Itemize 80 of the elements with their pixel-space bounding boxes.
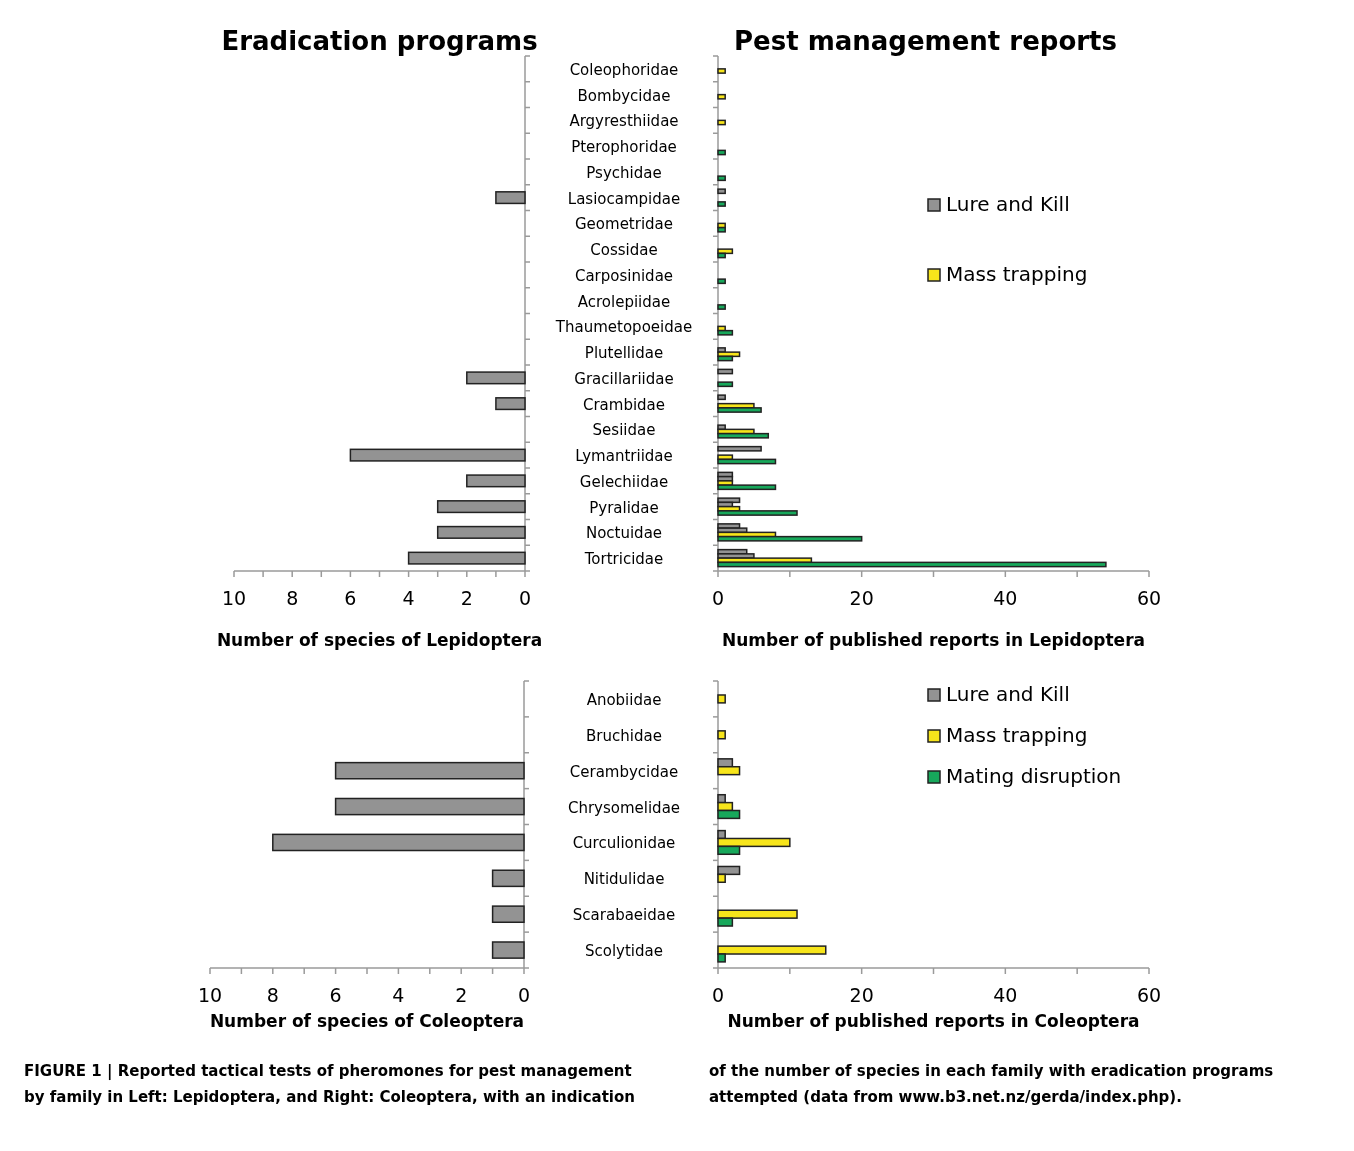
y-tick-label: Tortricidae xyxy=(583,550,664,569)
y-tick-label: Acrolepiidae xyxy=(577,292,671,311)
bar xyxy=(717,510,798,516)
y-tick-label: Gelechiidae xyxy=(579,472,669,491)
bar xyxy=(717,175,726,182)
x-tick-label: 0 xyxy=(518,587,532,609)
text: FIGURE 1 | Reported tactical tests of pheromones for pest management by family in Left: Lepidoptera, and Right: Coleoptera, with an indication of the number of species in each family with eradication programs attempted (data from www.b3.net.nz/gerda/index.php). xyxy=(24,1062,1274,1106)
y-tick-label: Crambidae xyxy=(582,395,666,414)
bar xyxy=(717,432,770,439)
x-axis-title: Number of species of Lepidoptera xyxy=(216,630,543,650)
bar xyxy=(717,351,741,358)
y-tick-label: Geometridae xyxy=(574,215,674,234)
y-tick-label: Cerambycidae xyxy=(569,762,679,781)
chart-title: Eradication programs xyxy=(221,26,538,56)
y-tick-label: Bombycidae xyxy=(577,86,671,105)
bar xyxy=(717,68,726,74)
x-tick-label: 10 xyxy=(197,984,223,1006)
x-tick-label: 2 xyxy=(455,984,468,1006)
x-tick-label: 20 xyxy=(849,984,874,1006)
x-axis-title: Number of species of Coleoptera xyxy=(209,1011,525,1031)
y-tick-label: Lasiocampidae xyxy=(567,189,681,208)
legend-label: Lure and Kill xyxy=(946,682,1070,706)
bar xyxy=(717,119,726,126)
bar xyxy=(717,381,734,388)
bar xyxy=(717,304,726,310)
x-tick-label: 40 xyxy=(993,984,1018,1006)
legend-label: Mass trapping xyxy=(946,262,1088,286)
y-tick-label: Cossidae xyxy=(590,241,658,260)
y-tick-label: Pterophoridae xyxy=(571,138,677,157)
y-tick-label: Bruchidae xyxy=(586,726,662,745)
x-tick-label: 2 xyxy=(460,587,473,609)
bar xyxy=(717,694,726,704)
x-tick-label: 40 xyxy=(993,587,1018,609)
x-tick-label: 60 xyxy=(1136,984,1162,1006)
bar xyxy=(717,329,734,336)
x-tick-label: 0 xyxy=(517,984,531,1006)
bar xyxy=(717,730,726,740)
legend-label: Lure and Kill xyxy=(946,192,1070,216)
y-tick-label: Argyresthiidae xyxy=(569,112,679,131)
y-tick-label: Carposinidae xyxy=(574,266,674,285)
y-tick-label: Chrysomelidae xyxy=(567,798,681,817)
legend-label: Mating disruption xyxy=(946,764,1122,788)
x-tick-label: 0 xyxy=(711,984,725,1006)
bar xyxy=(717,535,863,542)
bar xyxy=(717,149,726,156)
x-tick-label: 8 xyxy=(286,587,299,609)
bar xyxy=(717,484,777,491)
y-tick-label: Curculionidae xyxy=(572,834,676,853)
y-tick-label: Scarabaeidae xyxy=(572,906,676,925)
bar xyxy=(717,407,762,413)
x-tick-label: 8 xyxy=(266,984,279,1006)
bar xyxy=(717,201,726,207)
y-tick-label: Thaumetopoeidae xyxy=(554,318,693,337)
y-tick-label: Psychidae xyxy=(586,163,662,182)
x-tick-label: 6 xyxy=(344,587,357,609)
y-tick-label: Anobiidae xyxy=(586,690,662,709)
y-tick-label: Sesiidae xyxy=(592,421,656,440)
y-tick-label: Scolytidae xyxy=(585,942,663,961)
y-tick-label: Pyralidae xyxy=(589,498,659,517)
x-tick-label: 10 xyxy=(221,587,247,609)
y-tick-label: Noctuidae xyxy=(585,524,663,543)
x-axis-title: Number of published reports in Lepidoptera xyxy=(721,630,1146,650)
y-tick-label: Lymantriidae xyxy=(575,447,673,466)
legend-label: Mass trapping xyxy=(946,723,1088,747)
bar xyxy=(717,226,726,233)
x-tick-label: 4 xyxy=(392,984,405,1006)
y-tick-label: Gracillariidae xyxy=(574,369,674,388)
x-tick-label: 6 xyxy=(329,984,342,1006)
x-tick-label: 4 xyxy=(402,587,415,609)
chart-title: Pest management reports xyxy=(734,26,1117,56)
x-axis-title: Number of published reports in Coleoptera xyxy=(727,1011,1140,1031)
bar xyxy=(717,248,734,255)
x-tick-label: 60 xyxy=(1136,587,1162,609)
bar xyxy=(717,93,726,100)
x-tick-label: 20 xyxy=(849,587,874,609)
y-tick-label: Plutellidae xyxy=(584,344,664,363)
x-tick-label: 0 xyxy=(711,587,725,609)
y-tick-label: Coleophoridae xyxy=(569,60,679,79)
bar xyxy=(717,278,726,285)
y-tick-label: Nitidulidae xyxy=(583,870,665,889)
